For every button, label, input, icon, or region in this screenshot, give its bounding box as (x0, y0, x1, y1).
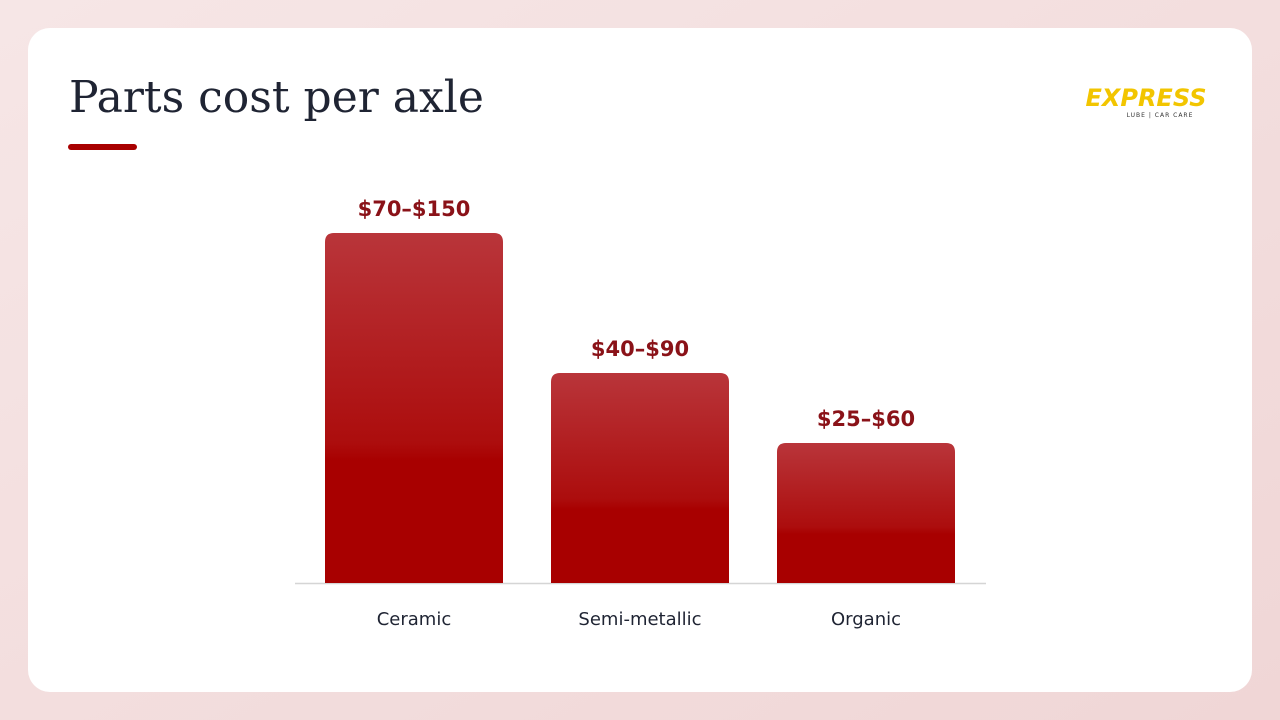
value-label: $40–$90 (591, 337, 689, 361)
title-underline (68, 144, 137, 150)
x-tick-label: Ceramic (377, 609, 452, 630)
value-label: $25–$60 (817, 407, 915, 431)
logo-name: EXPRESS (1085, 84, 1206, 112)
bar (777, 443, 955, 583)
bar (551, 373, 729, 583)
title: Parts cost per axle (69, 72, 484, 123)
x-tick-label: Organic (831, 609, 901, 630)
logo-tagline: LUBE | CAR CARE (1127, 112, 1194, 119)
x-tick-label: Semi-metallic (578, 609, 701, 630)
value-label: $70–$150 (358, 197, 471, 221)
bar (325, 233, 503, 583)
